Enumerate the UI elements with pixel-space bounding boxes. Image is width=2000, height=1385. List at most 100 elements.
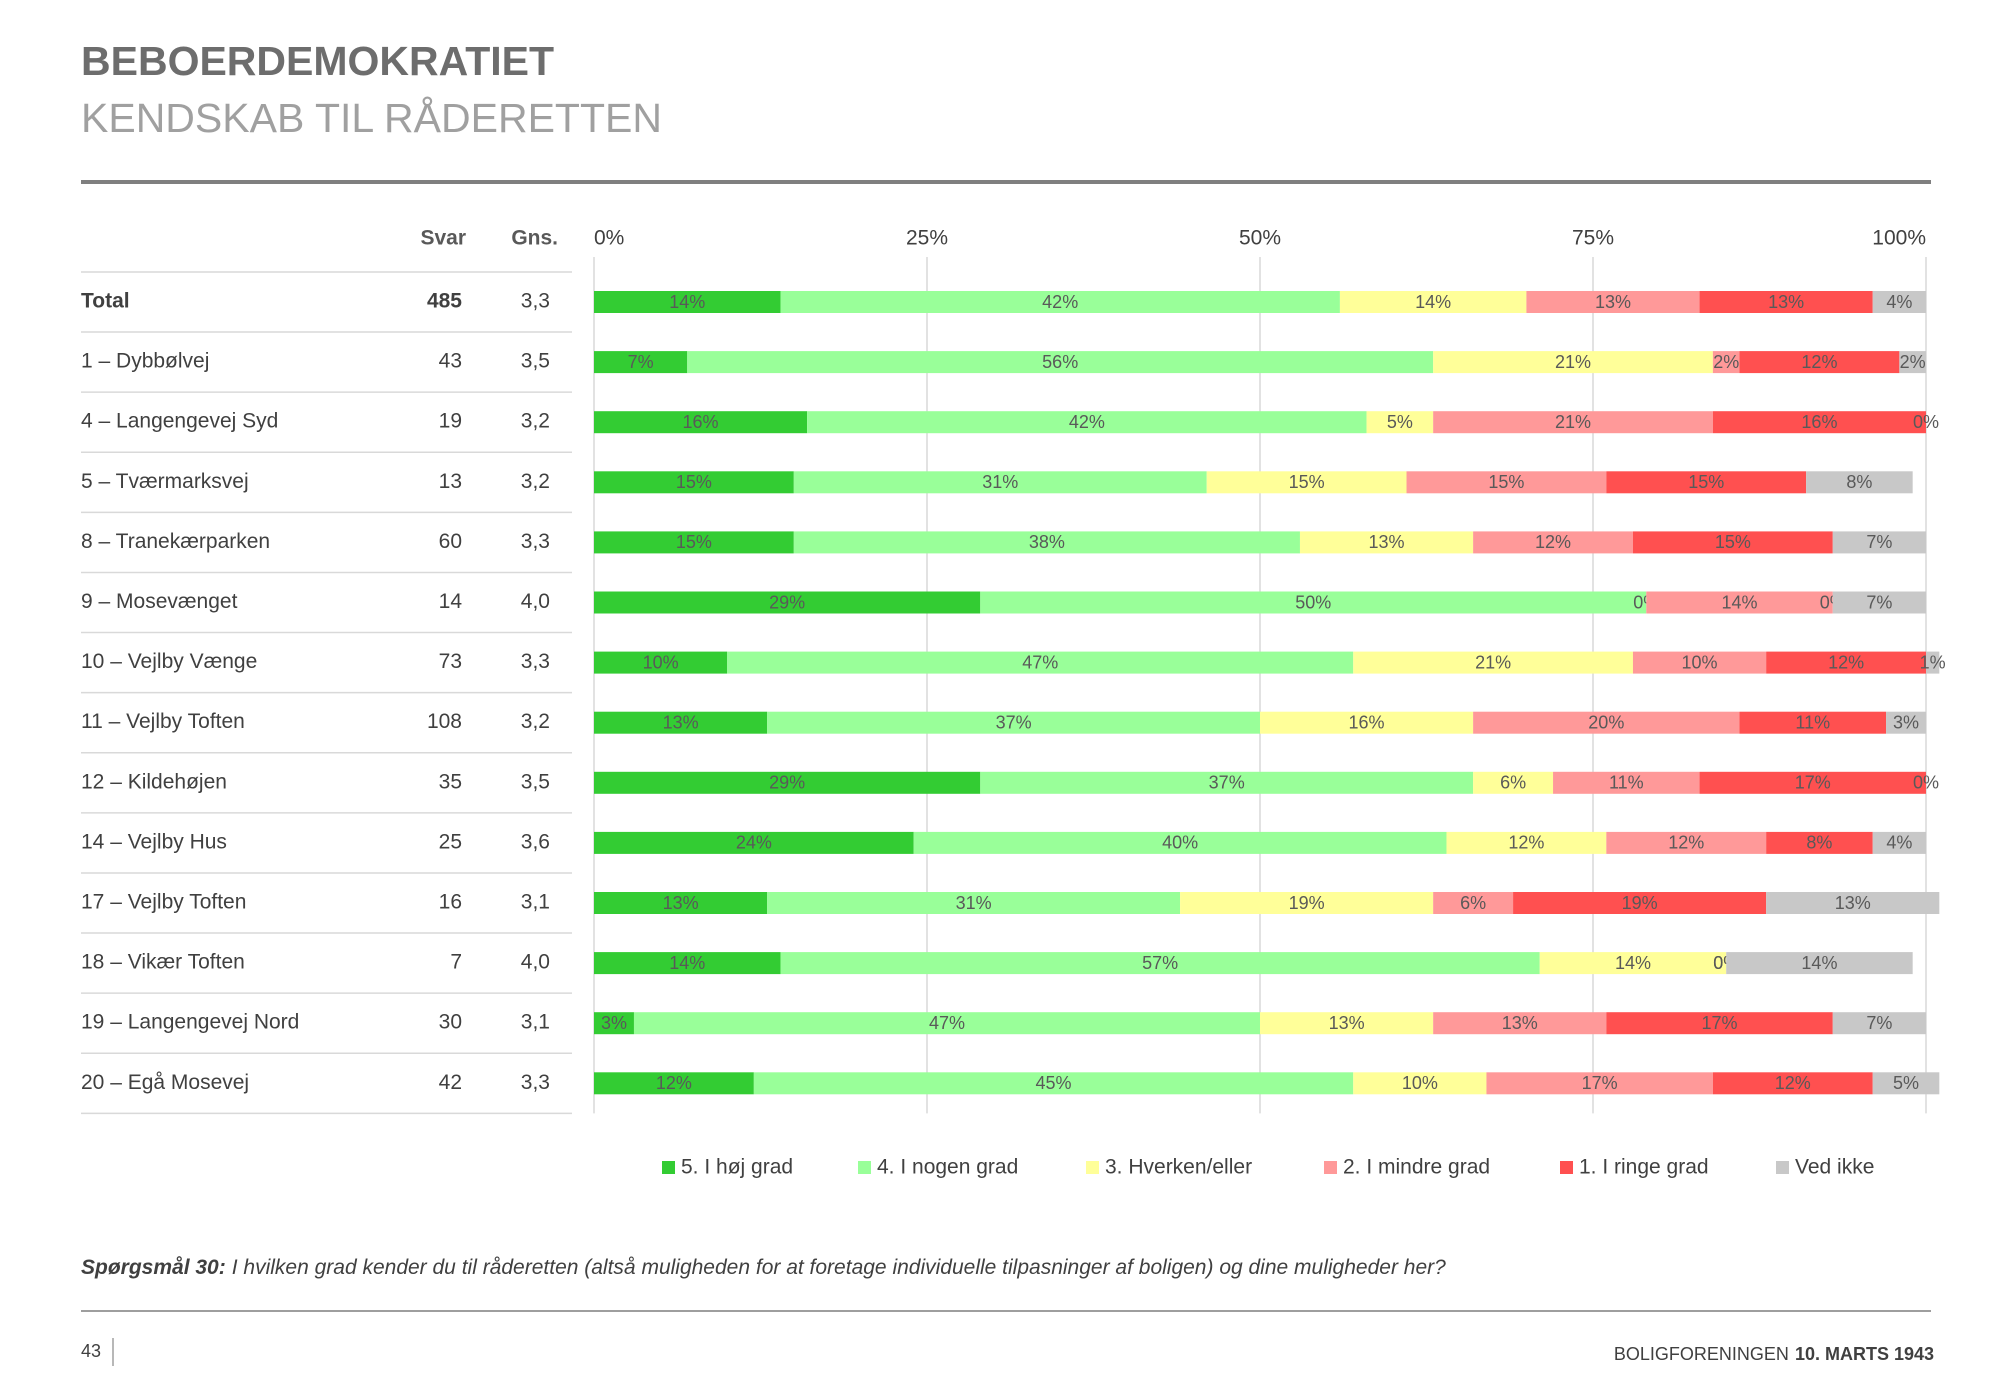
page-title: BEBOERDEMOKRATIET <box>81 38 554 84</box>
legend-label: Ved ikke <box>1795 1156 1874 1179</box>
value-label: 19% <box>1289 893 1325 913</box>
bar-segment <box>594 531 794 554</box>
value-label: 4% <box>1886 833 1912 853</box>
value-label: 14% <box>1615 953 1651 973</box>
legend-swatch <box>1086 1161 1099 1174</box>
svar-cell: 485 <box>427 290 462 313</box>
column-header: Gns. <box>511 227 558 250</box>
bar-segment <box>1526 291 1700 313</box>
legend-label: 5. I høj grad <box>681 1156 793 1179</box>
value-label: 20% <box>1588 712 1624 732</box>
bar-segment <box>1353 1072 1487 1095</box>
value-label: 12% <box>1775 1073 1811 1093</box>
value-label: 11% <box>1795 712 1830 732</box>
value-label: 13% <box>1595 292 1631 312</box>
footer-date: 10. MARTS 1943 <box>1795 1344 1934 1364</box>
gns-cell: 3,6 <box>521 830 550 853</box>
svar-cell: 42 <box>439 1071 462 1094</box>
category-label: 5 – Tværmarksvej <box>81 470 249 493</box>
bar-segment <box>1606 831 1767 854</box>
value-label: 3% <box>601 1013 627 1033</box>
legend-label: 4. I nogen grad <box>877 1156 1018 1179</box>
value-label: 14% <box>1722 592 1758 612</box>
category-label: 4 – Langengevej Syd <box>81 410 278 433</box>
gns-cell: 3,1 <box>521 1011 550 1034</box>
bar-segment <box>1606 1012 1833 1035</box>
bar-segment <box>1632 651 1767 674</box>
bar-segment <box>1872 291 1926 313</box>
gns-cell: 3,1 <box>521 891 550 914</box>
bar-segment <box>1766 651 1926 674</box>
bar-segment <box>1433 411 1713 434</box>
value-label: 13% <box>1369 532 1405 552</box>
value-label: 8% <box>1806 833 1832 853</box>
bar-segment <box>1473 531 1633 554</box>
bar-segment <box>1299 531 1474 554</box>
bar-segment <box>594 291 781 313</box>
value-label: 40% <box>1162 833 1198 853</box>
bar-segment <box>1872 831 1926 854</box>
svar-cell: 43 <box>439 350 462 373</box>
value-label: 37% <box>1209 773 1245 793</box>
value-label: 8% <box>1846 472 1872 492</box>
bar-segment <box>1726 952 1913 975</box>
bar-segment <box>1539 952 1727 975</box>
bar-segment <box>767 711 1260 734</box>
value-label: 13% <box>1502 1013 1538 1033</box>
value-label: 5% <box>1893 1073 1919 1093</box>
gns-cell: 3,5 <box>521 770 550 793</box>
value-label: 7% <box>1866 532 1892 552</box>
category-label: 10 – Vejlby Vænge <box>81 650 257 673</box>
bar-segment <box>1553 771 1700 794</box>
x-tick-label: 75% <box>1572 227 1614 250</box>
column-header: Svar <box>420 227 466 250</box>
value-label: 38% <box>1029 532 1065 552</box>
gns-cell: 3,2 <box>521 410 550 433</box>
legend-label: 3. Hverken/eller <box>1105 1156 1252 1179</box>
value-label: 15% <box>676 532 712 552</box>
value-label: 7% <box>1866 592 1892 612</box>
bar-segment <box>1433 351 1713 374</box>
value-label: 13% <box>1768 292 1804 312</box>
bar-segment <box>1486 1072 1713 1095</box>
value-label: 10% <box>1402 1073 1438 1093</box>
value-label: 57% <box>1142 953 1178 973</box>
bar-segment <box>1899 351 1926 374</box>
bar-segment <box>1766 831 1873 854</box>
value-label: 4% <box>1886 292 1912 312</box>
bar-segment <box>1406 471 1607 494</box>
svar-cell: 35 <box>439 770 462 793</box>
value-label: 6% <box>1460 893 1486 913</box>
bar-segment <box>1260 711 1474 734</box>
value-label: 13% <box>663 893 699 913</box>
value-label: 14% <box>669 953 705 973</box>
bar-segment <box>594 471 794 494</box>
value-label: 17% <box>1582 1073 1618 1093</box>
bar-segment <box>594 892 768 914</box>
bar-segment <box>594 411 808 434</box>
bar-segment <box>594 771 981 794</box>
value-label: 21% <box>1475 652 1511 672</box>
bar-segment <box>633 1012 1260 1035</box>
value-label: 24% <box>736 833 772 853</box>
bar-segment <box>1366 411 1434 434</box>
value-label: 15% <box>676 472 712 492</box>
x-tick-label: 25% <box>906 227 948 250</box>
page-number: 43 <box>81 1341 101 1361</box>
value-label: 2% <box>1900 352 1926 372</box>
bar-segment <box>1513 892 1767 914</box>
value-label: 42% <box>1042 292 1078 312</box>
bar-segment <box>1712 1072 1873 1095</box>
category-label: 8 – Tranekærparken <box>81 530 270 553</box>
category-label: 12 – Kildehøjen <box>81 770 227 793</box>
value-label: 7% <box>628 352 654 372</box>
value-label: 45% <box>1036 1073 1072 1093</box>
value-label: 10% <box>1682 652 1718 672</box>
value-label: 13% <box>663 712 699 732</box>
bar-segment <box>780 952 1540 975</box>
value-label: 21% <box>1555 412 1591 432</box>
bar-segment <box>594 1072 754 1095</box>
svar-cell: 25 <box>439 830 462 853</box>
legend-swatch <box>858 1161 871 1174</box>
svar-cell: 14 <box>439 590 463 613</box>
